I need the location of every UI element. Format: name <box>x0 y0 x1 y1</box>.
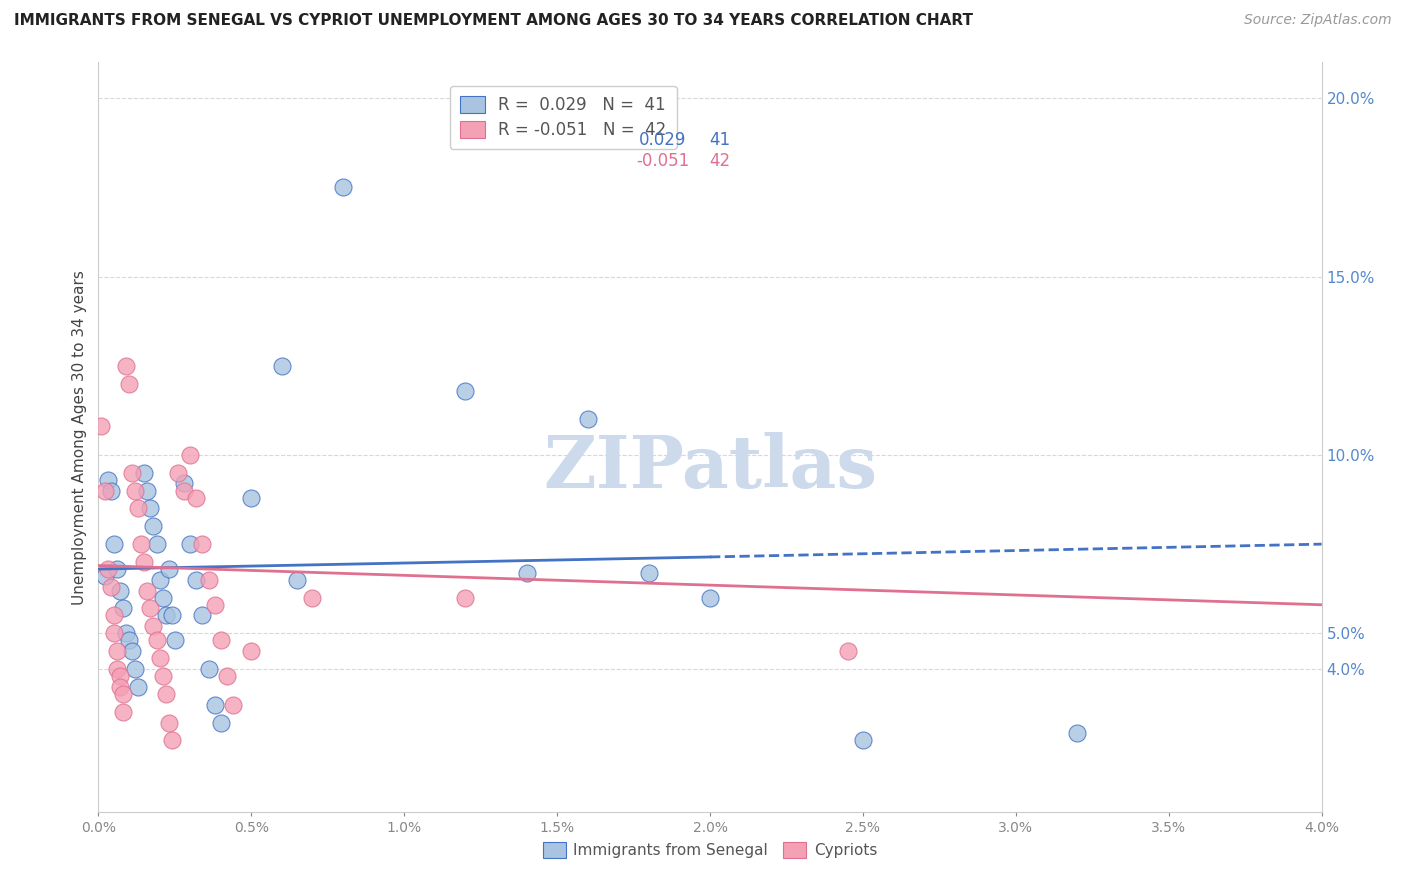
Point <box>103 626 125 640</box>
Point <box>100 580 122 594</box>
Point <box>837 644 859 658</box>
Point <box>152 591 174 605</box>
Point <box>157 562 180 576</box>
Point <box>134 466 156 480</box>
Point <box>173 483 195 498</box>
Point <box>93 569 115 583</box>
Point <box>124 662 146 676</box>
Point <box>97 473 120 487</box>
Point <box>111 705 134 719</box>
Point <box>115 626 138 640</box>
Text: 41: 41 <box>709 131 731 149</box>
Point <box>155 608 177 623</box>
Point <box>145 633 167 648</box>
Point <box>155 687 177 701</box>
Point <box>124 483 146 498</box>
Point <box>118 633 141 648</box>
Point <box>105 644 128 658</box>
Point <box>108 669 131 683</box>
Point <box>105 662 128 676</box>
Y-axis label: Unemployment Among Ages 30 to 34 years: Unemployment Among Ages 30 to 34 years <box>72 269 87 605</box>
Text: ZIPatlas: ZIPatlas <box>543 432 877 502</box>
Point <box>197 662 219 676</box>
Point <box>454 591 477 605</box>
Point <box>699 591 721 605</box>
Point <box>127 501 149 516</box>
Point <box>157 715 180 730</box>
Point <box>115 359 138 373</box>
Point <box>270 359 294 373</box>
Point <box>93 483 115 498</box>
Point <box>191 537 214 551</box>
Point <box>139 601 162 615</box>
Point <box>215 669 238 683</box>
Point <box>136 483 159 498</box>
Point <box>576 412 599 426</box>
Point <box>167 466 190 480</box>
Point <box>160 608 183 623</box>
Point <box>111 601 134 615</box>
Point <box>332 180 354 194</box>
Point <box>97 562 120 576</box>
Point <box>142 619 165 633</box>
Point <box>105 562 128 576</box>
Point <box>129 537 152 551</box>
Point <box>191 608 214 623</box>
Point <box>108 583 131 598</box>
Point <box>285 573 308 587</box>
Point <box>163 633 186 648</box>
Point <box>149 651 172 665</box>
Point <box>301 591 323 605</box>
Point <box>139 501 162 516</box>
Text: Source: ZipAtlas.com: Source: ZipAtlas.com <box>1244 13 1392 28</box>
Point <box>637 566 661 580</box>
Point <box>152 669 174 683</box>
Text: 0.029: 0.029 <box>640 131 686 149</box>
Legend: Immigrants from Senegal, Cypriots: Immigrants from Senegal, Cypriots <box>537 836 883 864</box>
Point <box>222 698 245 712</box>
Point <box>852 733 875 747</box>
Point <box>118 376 141 391</box>
Point <box>209 715 232 730</box>
Text: 42: 42 <box>709 152 731 169</box>
Point <box>121 644 143 658</box>
Point <box>134 555 156 569</box>
Point <box>149 573 172 587</box>
Point <box>103 537 125 551</box>
Text: IMMIGRANTS FROM SENEGAL VS CYPRIOT UNEMPLOYMENT AMONG AGES 30 TO 34 YEARS CORREL: IMMIGRANTS FROM SENEGAL VS CYPRIOT UNEMP… <box>14 13 973 29</box>
Point <box>186 491 208 505</box>
Point <box>204 698 226 712</box>
Point <box>1066 726 1088 740</box>
Point <box>173 476 195 491</box>
Point <box>209 633 232 648</box>
Point <box>186 573 208 587</box>
Point <box>136 583 159 598</box>
Point <box>516 566 538 580</box>
Point <box>127 680 149 694</box>
Point <box>108 680 131 694</box>
Point <box>204 598 226 612</box>
Point <box>111 687 134 701</box>
Text: -0.051: -0.051 <box>637 152 689 169</box>
Point <box>90 419 112 434</box>
Point <box>142 519 165 533</box>
Point <box>160 733 183 747</box>
Point <box>121 466 143 480</box>
Point <box>240 644 263 658</box>
Point <box>454 384 477 398</box>
Point <box>240 491 263 505</box>
Point <box>179 537 201 551</box>
Point <box>100 483 122 498</box>
Point <box>103 608 125 623</box>
Point <box>197 573 219 587</box>
Point <box>145 537 167 551</box>
Point <box>179 448 201 462</box>
